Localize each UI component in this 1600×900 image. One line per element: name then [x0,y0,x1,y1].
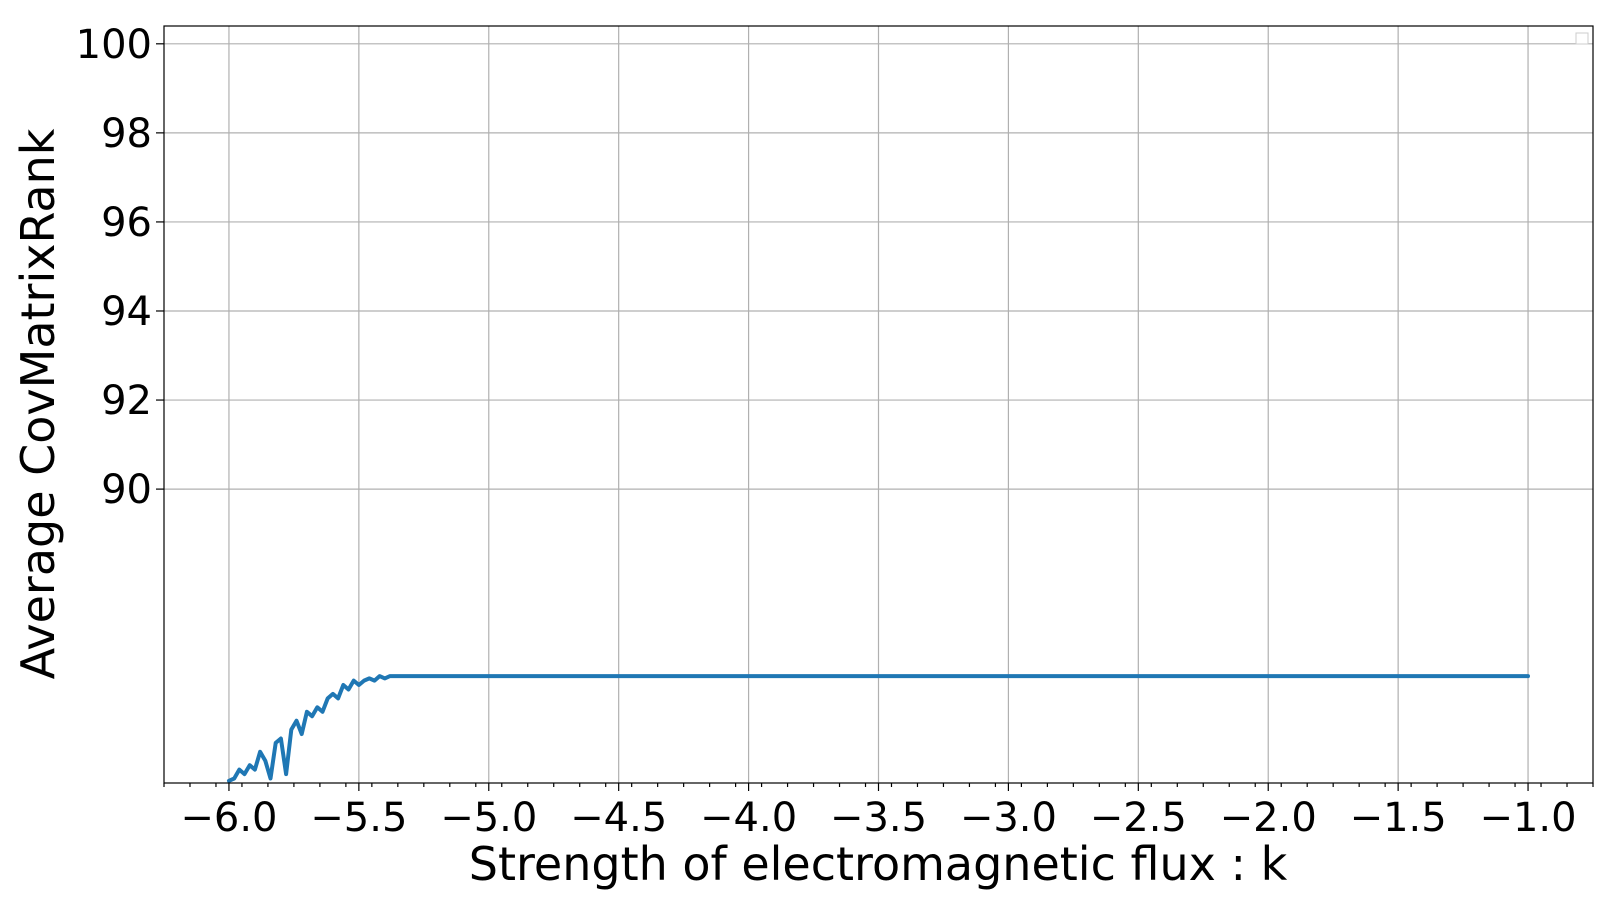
x-tick-label: −1.0 [1479,795,1576,841]
x-tick-label: −6.0 [180,795,277,841]
y-tick-label: 100 [76,22,152,68]
y-tick-label: 98 [101,111,152,157]
x-tick-label: −3.5 [830,795,927,841]
y-axis-ticks: 90 92 94 96 98 100 [76,22,164,513]
x-tick-label: −4.0 [700,795,797,841]
legend-box [1575,32,1589,45]
x-tick-label: −2.0 [1220,795,1317,841]
y-tick-label: 90 [101,467,152,513]
x-tick-label: −5.0 [440,795,537,841]
series-line [227,674,1530,783]
x-tick-label: −5.5 [310,795,407,841]
x-tick-label: −1.5 [1350,795,1447,841]
y-tick-label: 92 [101,378,152,424]
y-tick-label: 94 [101,289,152,335]
x-tick-label: −3.0 [960,795,1057,841]
y-axis-title: Average CovMatrixRank [11,128,65,679]
series-layer [227,674,1530,783]
x-axis-title: Strength of electromagnetic flux : k [469,837,1288,891]
grid [164,26,1593,783]
y-tick-label: 96 [101,200,152,246]
x-tick-label: −2.5 [1090,795,1187,841]
x-axis-ticks: −6.0 −5.5 −5.0 −4.5 −4.0 −3.5 −3.0 −2.5 −2.0 −1.5… [163,783,1594,841]
x-tick-label: −4.5 [570,795,667,841]
